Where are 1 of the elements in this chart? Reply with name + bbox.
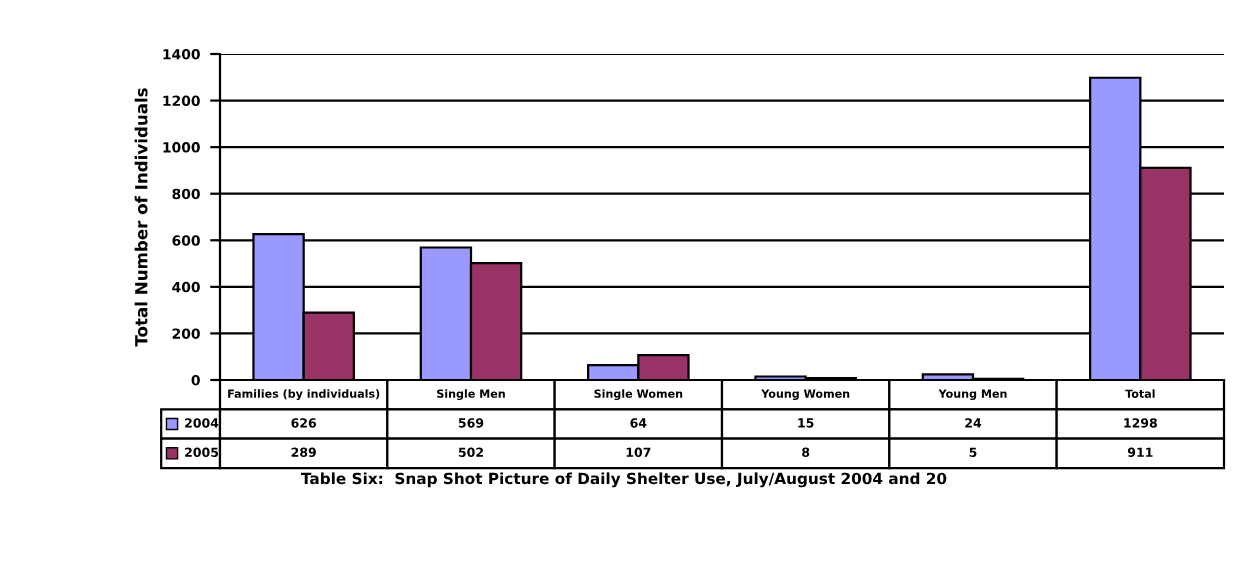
y-axis-title: Total Number of Individuals — [134, 88, 148, 347]
